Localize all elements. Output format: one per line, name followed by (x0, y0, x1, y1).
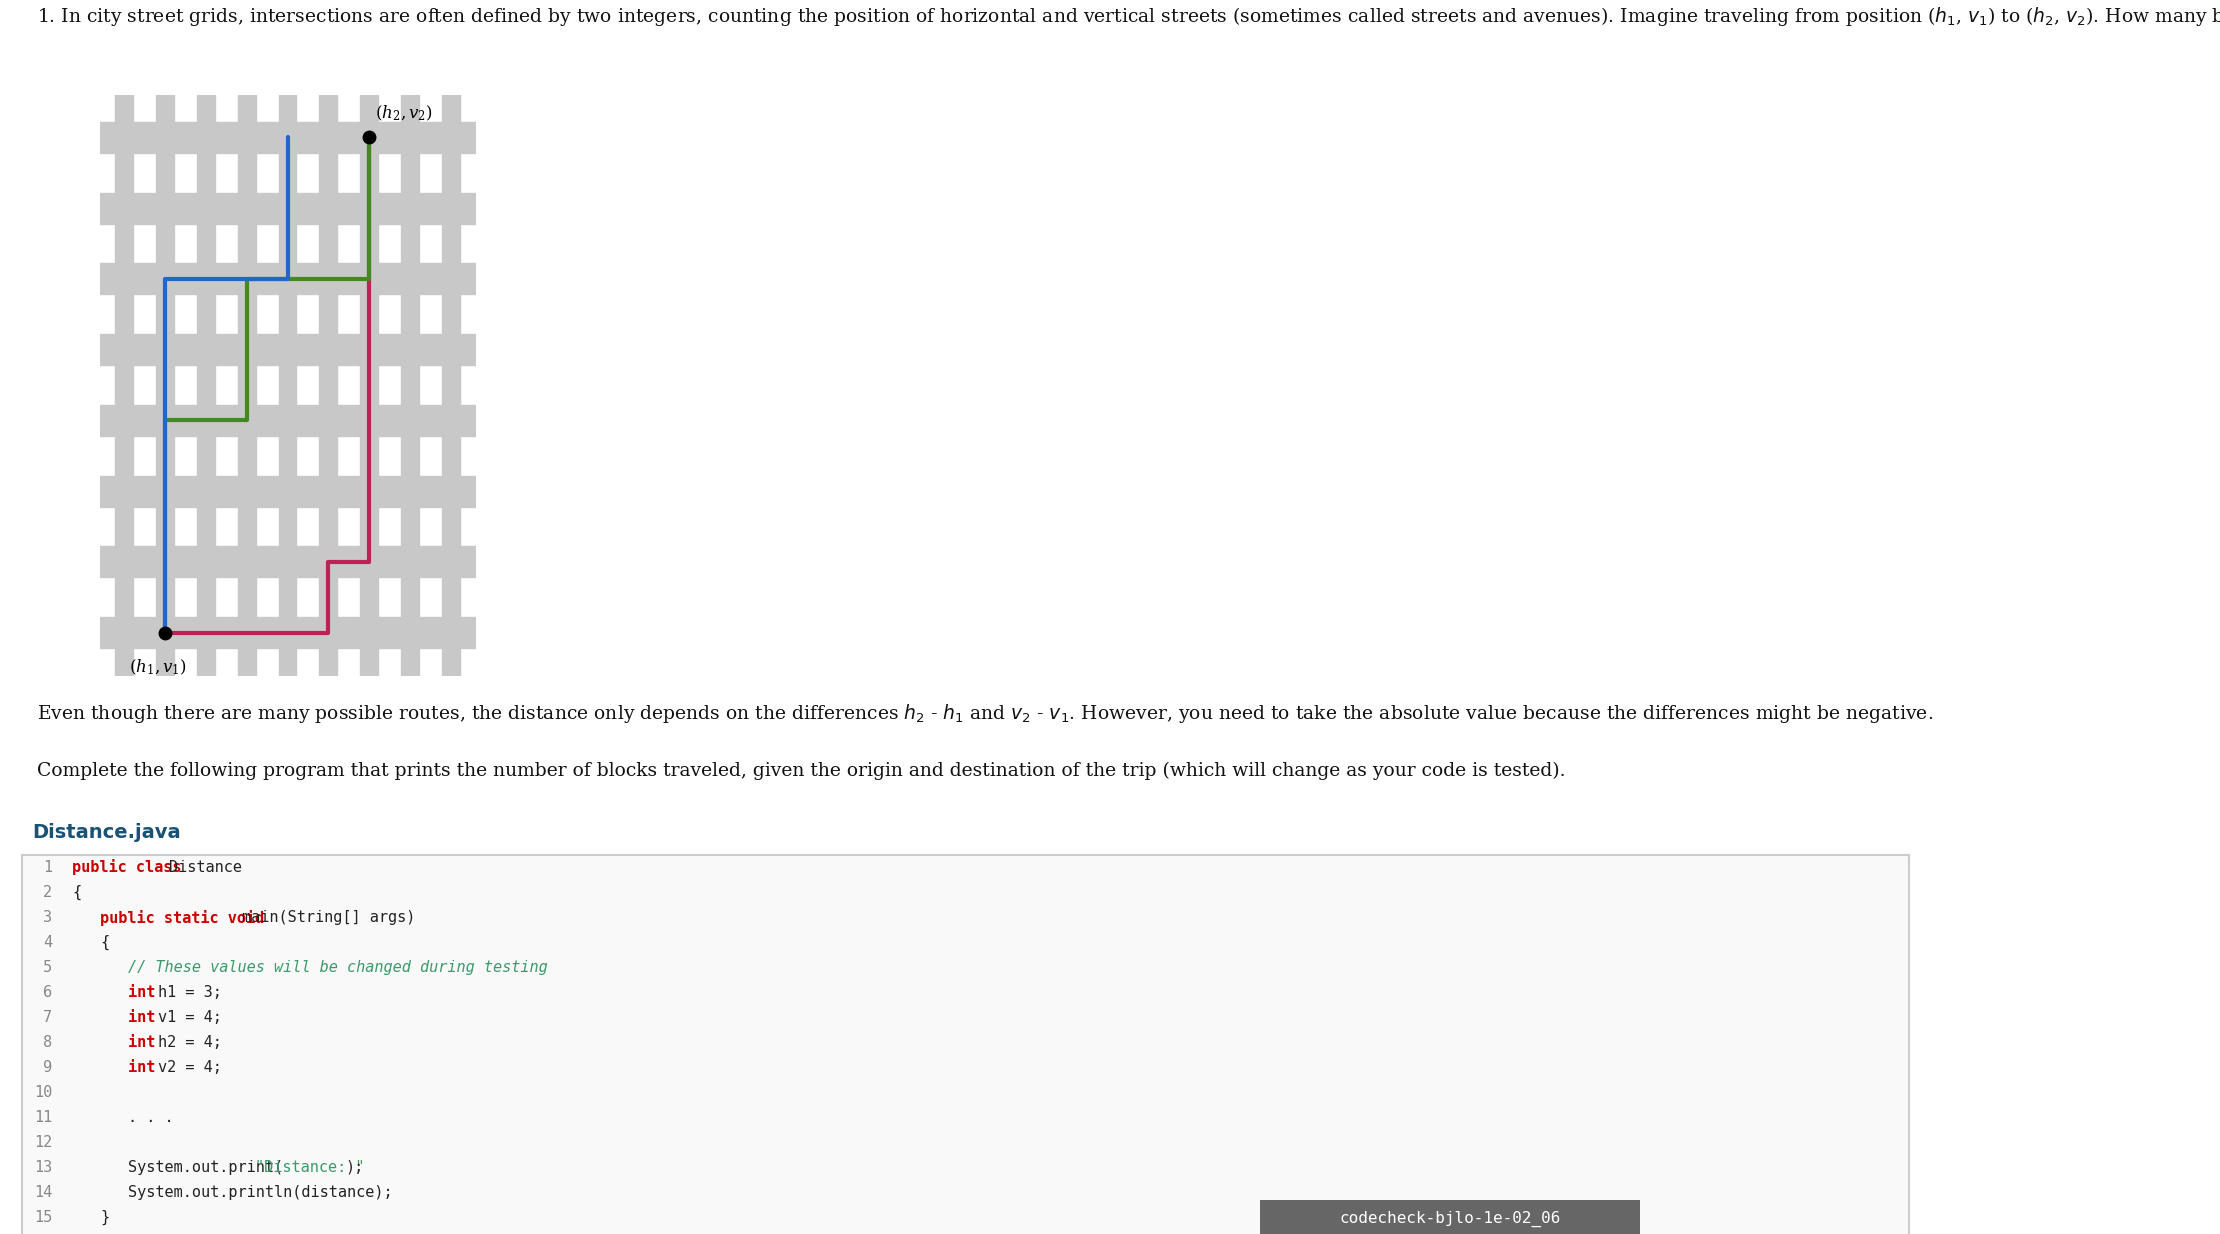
Text: 10: 10 (33, 1085, 51, 1099)
Text: 14: 14 (33, 1185, 51, 1199)
Text: int: int (129, 1009, 164, 1025)
Text: public static void: public static void (100, 909, 273, 926)
Text: }: } (100, 1209, 109, 1225)
Text: codecheck-bjlo-1e-02_06: codecheck-bjlo-1e-02_06 (1339, 1211, 1561, 1227)
Text: main(String[] args): main(String[] args) (242, 909, 415, 926)
FancyBboxPatch shape (1230, 1197, 1669, 1234)
Text: 15: 15 (33, 1211, 51, 1225)
Text: public class: public class (71, 860, 191, 875)
Text: h2 = 4;: h2 = 4; (158, 1035, 222, 1050)
Text: $(h_2, v_2)$: $(h_2, v_2)$ (375, 104, 433, 123)
Text: 2: 2 (42, 885, 51, 900)
Text: . . .: . . . (129, 1111, 173, 1125)
Text: 5: 5 (42, 960, 51, 975)
Text: 6: 6 (42, 985, 51, 1000)
Text: 4: 4 (42, 935, 51, 950)
Text: int: int (129, 1060, 164, 1075)
Text: // These values will be changed during testing: // These values will be changed during t… (129, 960, 548, 975)
Text: v1 = 4;: v1 = 4; (158, 1009, 222, 1025)
Text: {: { (100, 935, 109, 950)
Text: Complete the following program that prints the number of blocks traveled, given : Complete the following program that prin… (38, 763, 1565, 780)
Text: 8: 8 (42, 1035, 51, 1050)
Text: 1. In city street grids, intersections are often defined by two integers, counti: 1. In city street grids, intersections a… (38, 5, 2220, 28)
Text: );: ); (344, 1160, 364, 1175)
Text: int: int (129, 1035, 164, 1050)
Text: System.out.println(distance);: System.out.println(distance); (129, 1185, 393, 1199)
Text: h1 = 3;: h1 = 3; (158, 985, 222, 1000)
Text: 1: 1 (42, 860, 51, 875)
Text: 12: 12 (33, 1135, 51, 1150)
Text: int: int (129, 985, 164, 1000)
Text: v2 = 4;: v2 = 4; (158, 1060, 222, 1075)
Text: $(h_1, v_1)$: $(h_1, v_1)$ (129, 658, 186, 676)
Text: Even though there are many possible routes, the distance only depends on the dif: Even though there are many possible rout… (38, 702, 1934, 726)
Text: "Distance: ": "Distance: " (255, 1160, 364, 1175)
Text: {: { (71, 885, 82, 900)
Text: 9: 9 (42, 1060, 51, 1075)
Text: 3: 3 (42, 909, 51, 926)
Text: System.out.print(: System.out.print( (129, 1160, 284, 1175)
Text: Distance: Distance (169, 860, 242, 875)
Text: 13: 13 (33, 1160, 51, 1175)
Text: Distance.java: Distance.java (31, 823, 180, 842)
Text: 11: 11 (33, 1111, 51, 1125)
Text: 7: 7 (42, 1009, 51, 1025)
